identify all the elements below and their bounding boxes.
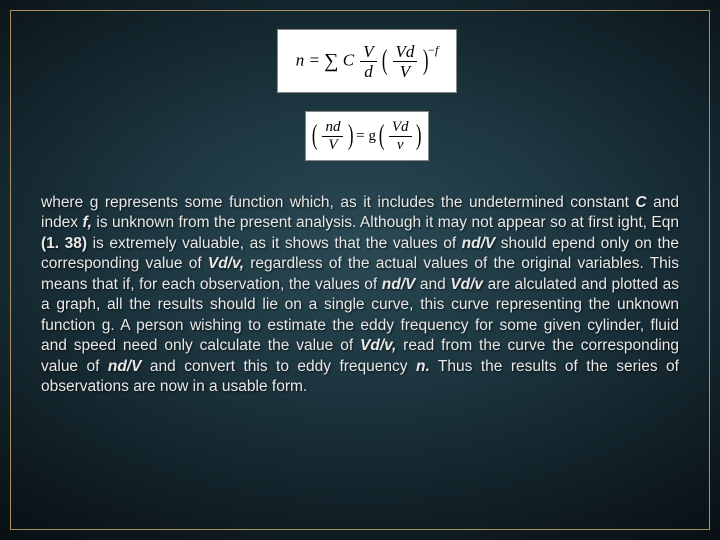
sigma-symbol: ∑ — [324, 50, 338, 72]
eq1-content: n = ∑ C V d ( Vd V )−f — [296, 43, 439, 80]
C-sym: C — [635, 194, 646, 211]
eq1-frac1: V d — [360, 43, 376, 80]
eq2-f2-num: Vd — [389, 120, 412, 137]
eq2-eq: = g — [356, 127, 376, 143]
eq2-f2-den: ν — [389, 137, 412, 153]
eq1-frac2: Vd V — [393, 43, 418, 80]
eq2-frac2: Vd ν — [389, 120, 412, 153]
t4: is extremely valuable, as it shows that … — [87, 235, 462, 252]
equation-1-box: n = ∑ C V d ( Vd V )−f — [277, 29, 457, 93]
Vdv2: Vd/v — [450, 276, 483, 293]
eq1-f2-den: V — [393, 62, 418, 80]
eq2-f1-den: V — [322, 137, 343, 153]
eq2-f1-num: nd — [322, 120, 343, 137]
ndV1: nd/V — [462, 235, 496, 252]
eq1-f1-num: V — [360, 43, 376, 62]
t3: is unknown from the present analysis. Al… — [92, 214, 679, 231]
f-sym: f, — [83, 214, 92, 231]
t1: where g represents some function which, … — [41, 194, 635, 211]
Vdv1: Vd/v, — [208, 255, 244, 272]
t10: and convert this to eddy frequency — [141, 358, 416, 375]
body-paragraph: where g represents some function which, … — [41, 193, 679, 398]
eq1-exp: −f — [427, 43, 438, 57]
eq1-f1-den: d — [360, 62, 376, 80]
eq1-coeff: C — [343, 50, 354, 69]
eq1-f2-num: Vd — [393, 43, 418, 62]
equation-2-box: ( nd V ) = g ( Vd ν ) — [305, 111, 429, 161]
Vdv3: Vd/v, — [360, 337, 396, 354]
ndV3: nd/V — [108, 358, 142, 375]
slide: n = ∑ C V d ( Vd V )−f ( nd — [0, 0, 720, 540]
eq1-lhs: n — [296, 50, 305, 69]
eq2-frac1: nd V — [322, 120, 343, 153]
slide-frame: n = ∑ C V d ( Vd V )−f ( nd — [10, 10, 710, 530]
eq1-eq: = — [308, 50, 324, 69]
n-sym: n. — [416, 358, 430, 375]
eq2-content: ( nd V ) = g ( Vd ν ) — [313, 120, 420, 153]
eqnref: (1. 38) — [41, 235, 87, 252]
ndV2: nd/V — [382, 276, 416, 293]
t7: and — [415, 276, 450, 293]
